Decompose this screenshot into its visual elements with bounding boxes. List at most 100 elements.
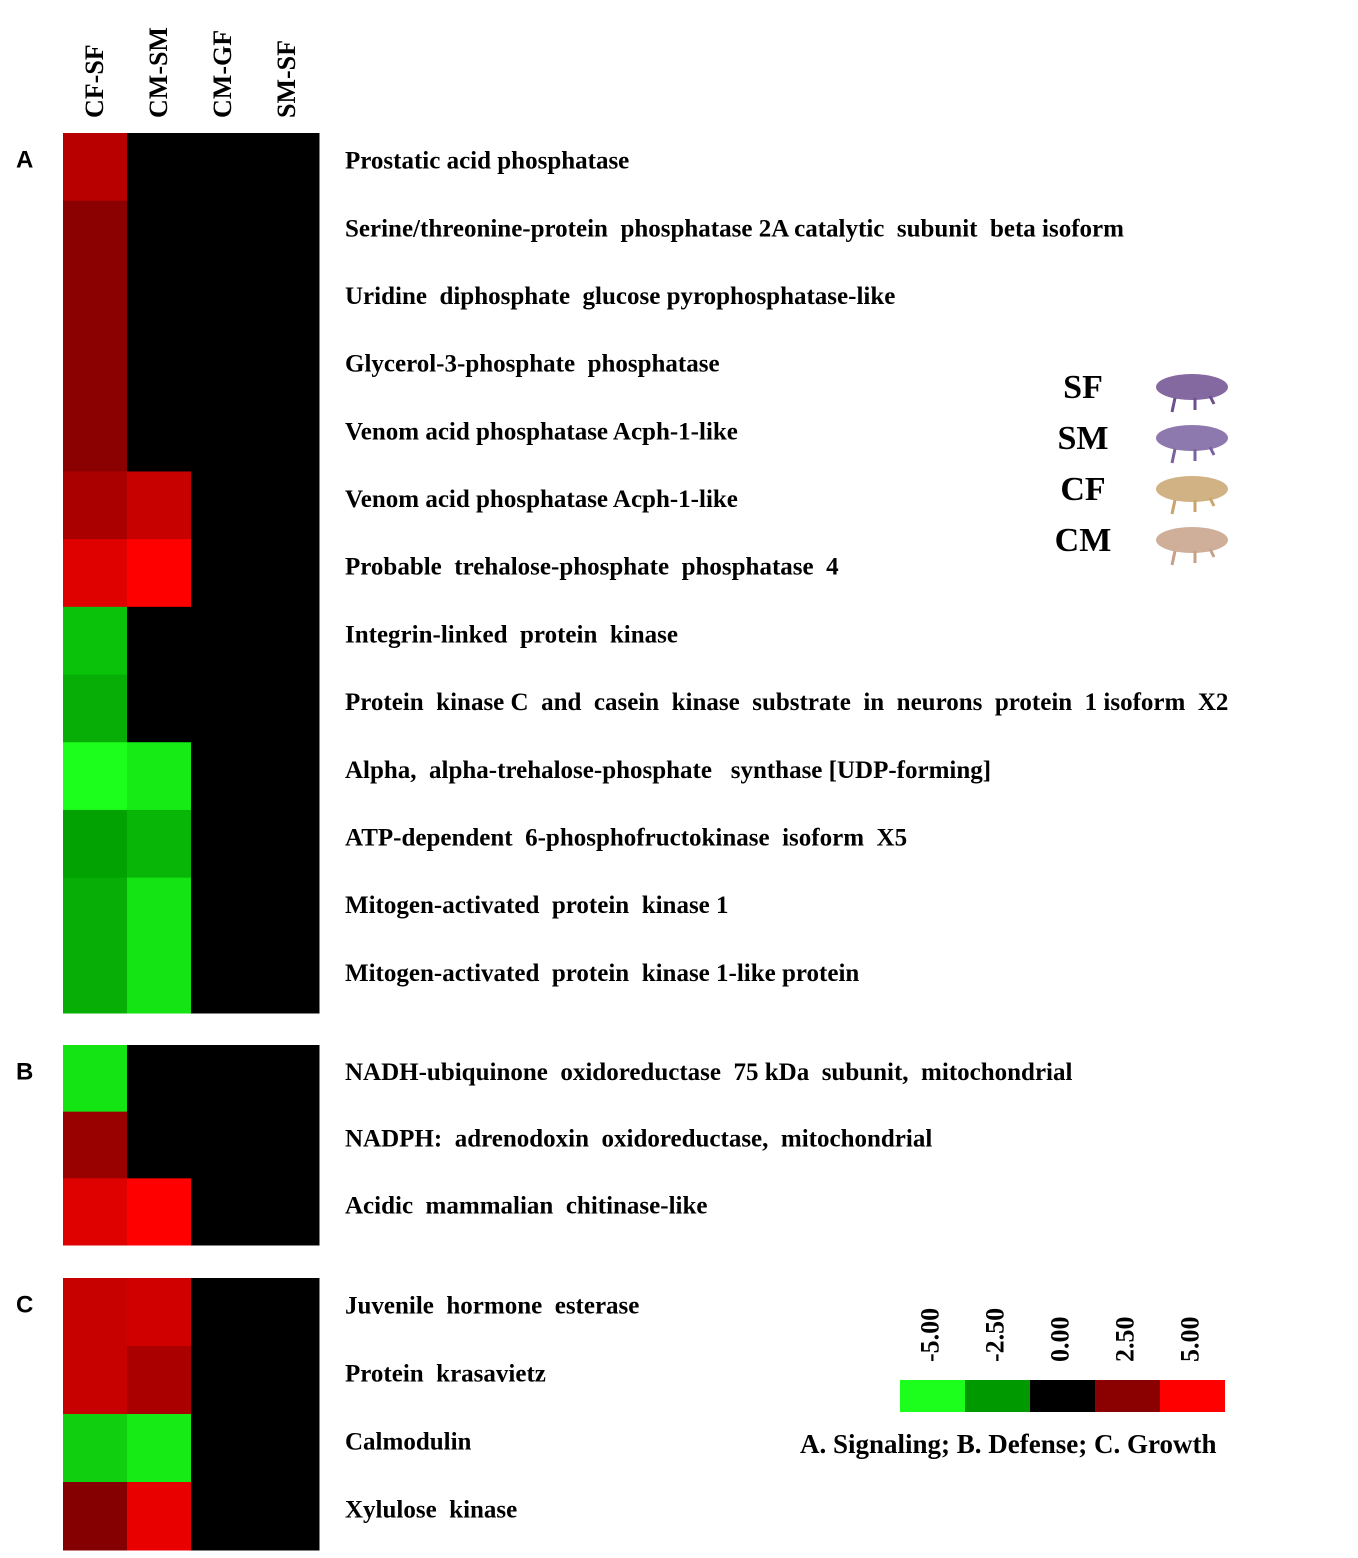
heatmap-cell <box>255 403 320 472</box>
colorbar-tick-label: -2.50 <box>980 1308 1009 1362</box>
row-label: Venom acid phosphatase Acph-1-like <box>345 418 738 445</box>
colorbar-block <box>900 1380 965 1412</box>
panel-label: B <box>16 1058 33 1085</box>
row-label: ATP-dependent 6-phosphofructokinase isof… <box>345 825 907 852</box>
row-label: Serine/threonine-protein phosphatase 2A … <box>345 215 1124 242</box>
heatmap-cell <box>191 945 256 1014</box>
heatmap-cell <box>255 945 320 1014</box>
heatmap-cell <box>255 877 320 946</box>
heatmap-cell <box>191 200 256 269</box>
column-label: CM-SM <box>144 27 173 118</box>
heatmap-cell <box>191 606 256 676</box>
heatmap-cell <box>63 1178 128 1246</box>
heatmap-cell <box>63 1414 128 1483</box>
specimen-icon <box>1156 476 1228 502</box>
heatmap-cell <box>255 742 320 811</box>
specimen-icon <box>1156 425 1228 451</box>
heatmap-cell <box>127 674 192 743</box>
heatmap-cell <box>255 1178 320 1246</box>
colorbar-tick-label: 0.00 <box>1045 1317 1074 1363</box>
heatmap-cell <box>63 268 128 337</box>
heatmap-cell <box>191 336 256 405</box>
heatmap-cell <box>127 1178 192 1246</box>
heatmap-cell <box>255 1111 320 1179</box>
specimen-legs <box>1170 497 1216 515</box>
heatmap-cell <box>255 809 320 879</box>
heatmap-cell <box>127 1482 192 1551</box>
heatmap-cell <box>63 1278 128 1347</box>
specimen-legs <box>1170 548 1216 566</box>
heatmap-cell <box>63 539 128 608</box>
heatmap-cell <box>63 877 128 946</box>
heatmap-cell <box>63 133 128 202</box>
colorbar-block <box>1030 1380 1095 1412</box>
row-label: Xylulose kinase <box>345 1497 517 1524</box>
heatmap-cell <box>63 742 128 811</box>
panel-label: A <box>16 146 33 173</box>
specimen-legs <box>1170 446 1216 464</box>
heatmap-cell <box>191 674 256 743</box>
heatmap-cell <box>127 471 192 540</box>
heatmap-cell <box>191 1414 256 1483</box>
heatmap-cell <box>255 1346 320 1415</box>
row-label: Protein krasavietz <box>345 1361 546 1388</box>
heatmap-cell <box>127 1414 192 1483</box>
heatmap-cell <box>191 1346 256 1415</box>
heatmap-cell <box>63 200 128 269</box>
column-label: SM-SF <box>272 40 301 118</box>
heatmap-cell <box>63 606 128 676</box>
specimen-legs <box>1170 395 1216 413</box>
row-label: Mitogen-activated protein kinase 1-like … <box>345 960 859 987</box>
colorbar-block <box>1095 1380 1160 1412</box>
heatmap-cell <box>127 809 192 879</box>
heatmap-cell <box>63 403 128 472</box>
heatmap-cell <box>255 471 320 540</box>
row-label: Juvenile hormone esterase <box>345 1293 639 1320</box>
heatmap-cell <box>63 809 128 879</box>
heatmap-cell <box>255 133 320 202</box>
row-label: Glycerol-3-phosphate phosphatase <box>345 351 720 378</box>
heatmap-cell <box>191 403 256 472</box>
heatmap-cell <box>127 742 192 811</box>
row-label: Protein kinase C and casein kinase subst… <box>345 689 1228 716</box>
colorbar-block <box>965 1380 1030 1412</box>
heatmap-cell <box>191 133 256 202</box>
heatmap-cell <box>127 133 192 202</box>
row-label: Venom acid phosphatase Acph-1-like <box>345 486 738 513</box>
heatmap-cell <box>255 336 320 405</box>
row-label: NADH-ubiquinone oxidoreductase 75 kDa su… <box>345 1059 1073 1086</box>
heatmap-cell <box>255 674 320 743</box>
heatmap-cell <box>127 877 192 946</box>
caption: A. Signaling; B. Defense; C. Growth <box>800 1429 1217 1459</box>
row-label: NADPH: adrenodoxin oxidoreductase, mitoc… <box>345 1126 932 1153</box>
row-label: Acidic mammalian chitinase-like <box>345 1192 707 1219</box>
heatmap-cell <box>191 268 256 337</box>
heatmap-cell <box>191 1178 256 1246</box>
heatmap-cell <box>127 403 192 472</box>
specimen-icon <box>1156 527 1228 553</box>
heatmap-cell <box>255 268 320 337</box>
panel-label: C <box>16 1291 33 1318</box>
colorbar-tick-label: 2.50 <box>1110 1317 1139 1363</box>
heatmap-cell <box>63 1346 128 1415</box>
heatmap-cell <box>63 1111 128 1179</box>
column-label: CF-SF <box>80 44 109 118</box>
heatmap-cell <box>255 1278 320 1347</box>
heatmap-cell <box>255 1482 320 1551</box>
heatmap-cell <box>255 1045 320 1113</box>
row-label: Alpha, alpha-trehalose-phosphate synthas… <box>345 757 991 784</box>
heatmap-cell <box>63 471 128 540</box>
heatmap-cell <box>191 539 256 608</box>
heatmap-cell <box>191 809 256 879</box>
heatmap-cell <box>191 1045 256 1113</box>
colorbar-tick-label: -5.00 <box>915 1308 944 1362</box>
heatmap-cell <box>63 674 128 743</box>
heatmap-cell <box>255 200 320 269</box>
heatmap-cell <box>191 1482 256 1551</box>
heatmap-cell <box>127 1278 192 1347</box>
row-label: Integrin-linked protein kinase <box>345 621 678 648</box>
colorbar-tick-label: 5.00 <box>1175 1317 1204 1363</box>
specimen-label: CM <box>1055 522 1112 559</box>
heatmap-cell <box>255 606 320 676</box>
